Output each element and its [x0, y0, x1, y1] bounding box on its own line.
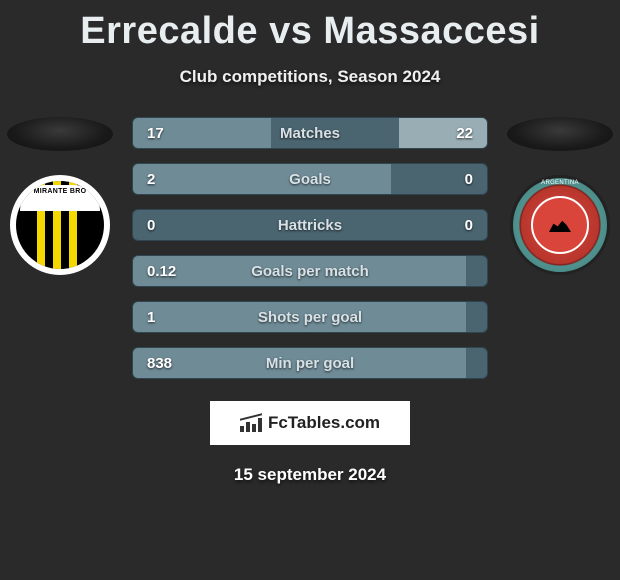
- stat-label: Goals per match: [193, 263, 427, 280]
- right-club-inner-icon: [531, 196, 589, 254]
- right-club-logo: ARGENTINA: [510, 175, 610, 275]
- stat-label: Shots per goal: [193, 309, 427, 326]
- stat-label: Matches: [193, 125, 427, 142]
- stat-row: 0.12Goals per match: [132, 255, 488, 287]
- player-silhouette-icon: [507, 117, 613, 151]
- stat-value-left: 838: [133, 355, 193, 372]
- stat-value-left: 17: [133, 125, 193, 142]
- comparison-panel: MIRANTE BRO ARGENTINA 17Matches222Goals0…: [0, 117, 620, 379]
- stat-row: 2Goals0: [132, 163, 488, 195]
- stat-value-right: 0: [427, 217, 487, 234]
- stat-row: 838Min per goal: [132, 347, 488, 379]
- left-player-column: MIRANTE BRO: [0, 117, 120, 275]
- left-club-logo: MIRANTE BRO: [10, 175, 110, 275]
- stat-value-right: 22: [427, 125, 487, 142]
- stat-value-left: 0.12: [133, 263, 193, 280]
- stat-row: 1Shots per goal: [132, 301, 488, 333]
- chart-icon: [240, 414, 262, 432]
- player2-name: Massaccesi: [323, 10, 539, 52]
- page-title: Errecalde vs Massaccesi: [0, 0, 620, 53]
- subtitle: Club competitions, Season 2024: [0, 67, 620, 87]
- stat-row: 17Matches22: [132, 117, 488, 149]
- stat-value-left: 1: [133, 309, 193, 326]
- right-club-arc-text: ARGENTINA: [513, 180, 607, 186]
- stat-label: Goals: [193, 171, 427, 188]
- player1-name: Errecalde: [80, 10, 258, 52]
- brand-badge[interactable]: FcTables.com: [210, 401, 410, 445]
- brand-text: FcTables.com: [268, 413, 380, 433]
- player-silhouette-icon: [7, 117, 113, 151]
- left-club-arc-text: MIRANTE BRO: [20, 185, 100, 211]
- vs-text: vs: [269, 10, 312, 52]
- stat-value-left: 0: [133, 217, 193, 234]
- stat-label: Min per goal: [193, 355, 427, 372]
- stat-value-right: 0: [427, 171, 487, 188]
- stats-container: 17Matches222Goals00Hattricks00.12Goals p…: [132, 117, 488, 379]
- stat-value-left: 2: [133, 171, 193, 188]
- right-player-column: ARGENTINA: [500, 117, 620, 275]
- stat-label: Hattricks: [193, 217, 427, 234]
- stat-row: 0Hattricks0: [132, 209, 488, 241]
- date-text: 15 september 2024: [0, 465, 620, 485]
